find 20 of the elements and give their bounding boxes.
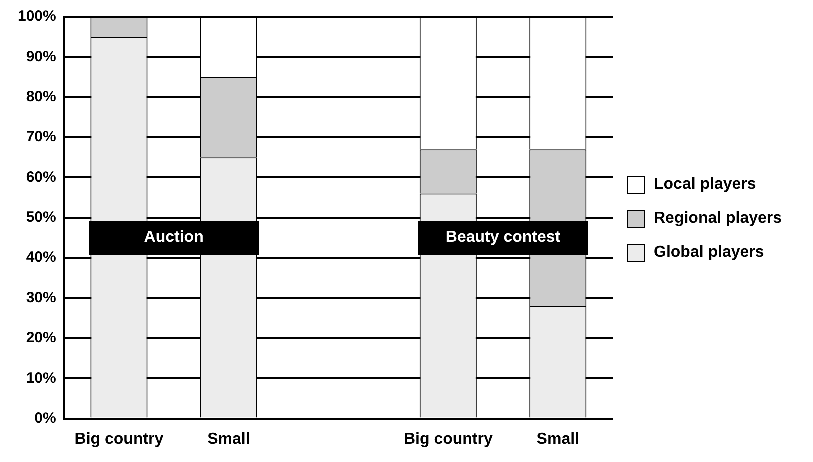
label-box: Auction <box>89 220 259 255</box>
y-tick-label: 30% <box>26 289 56 306</box>
legend-label: Global players <box>654 244 764 262</box>
label-box: Beauty contest <box>418 220 588 255</box>
y-tick-label: 90% <box>26 48 56 66</box>
y-tick-label: 20% <box>26 330 56 347</box>
y-tick-label: 0% <box>34 410 56 427</box>
text: Local players <box>654 176 756 194</box>
y-tick-label: 70% <box>26 128 56 146</box>
x-tick-label: Small <box>208 430 250 448</box>
y-tick-label: 40% <box>26 249 56 266</box>
x-tick-label: Small <box>536 430 580 448</box>
y-tick-label: 10% <box>26 370 56 387</box>
x-tick-label: Big country <box>404 430 493 448</box>
legend-label: Regional players <box>654 210 782 228</box>
y-tick-label: 60% <box>26 168 56 186</box>
y-tick-label: 80% <box>26 88 56 106</box>
x-tick-label: Big country <box>74 430 164 448</box>
y-tick-label: 100% <box>18 8 56 26</box>
y-tick-label: 50% <box>26 209 56 226</box>
